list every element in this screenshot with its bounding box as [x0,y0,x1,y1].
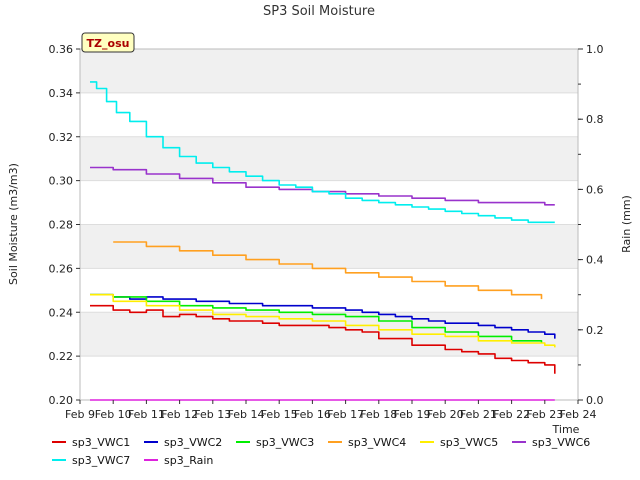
legend-label: sp3_VWC5 [440,436,498,449]
x-tick-label: Feb 16 [294,408,331,421]
series-line-sp3-vwc4 [113,241,543,300]
legend-label: sp3_VWC3 [256,436,314,449]
background-band [80,49,578,93]
y2-tick-label: 0.2 [586,324,604,337]
y2-tick-label: 0.0 [586,394,604,407]
y-tick-label: 0.22 [49,350,74,363]
chart-title: SP3 Soil Moisture [263,4,375,19]
x-tick-label: Feb 20 [427,408,464,421]
legend-label: sp3_VWC1 [72,436,130,449]
legend-item-sp3-vwc4: sp3_VWC4 [328,436,406,449]
legend-item-sp3-vwc7: sp3_VWC7 [52,454,130,467]
x-tick-label: Feb 15 [261,408,298,421]
y-tick-label: 0.30 [49,175,74,188]
legend-item-sp3-vwc2: sp3_VWC2 [144,436,222,449]
legend-label: sp3_VWC4 [348,436,406,449]
x-tick-label: Feb 13 [194,408,231,421]
x-tick-label: Feb 22 [493,408,530,421]
x-tick-label: Feb 10 [95,408,132,421]
y-tick-label: 0.32 [49,131,74,144]
y-tick-label: 0.20 [49,394,74,407]
legend-label: sp3_VWC2 [164,436,222,449]
x-tick-label: Feb 19 [394,408,431,421]
y-tick-label: 0.26 [49,262,74,275]
y2-tick-label: 1.0 [586,43,604,56]
x-tick-label: Feb 17 [327,408,364,421]
background-band [80,312,578,357]
y-tick-label: 0.28 [49,219,74,232]
series-line-sp3-vwc7 [90,81,555,224]
y2-tick-label: 0.6 [586,183,604,196]
y2-tick-label: 0.4 [586,254,604,267]
series-lines [90,81,556,401]
y-axis-ticks: 0.20 0.22 0.24 0.26 0.28 0.30 0.32 0.34 0.36 [49,43,80,407]
legend-item-sp3-rain: sp3_Rain [144,454,213,467]
y-tick-label: 0.24 [49,306,74,319]
y2-tick-label: 0.8 [586,113,604,126]
legend-label: sp3_VWC7 [72,454,130,467]
legend-label: sp3_Rain [164,454,213,467]
x-tick-label: Feb 9 [65,408,95,421]
legend-item-sp3-vwc1: sp3_VWC1 [52,436,130,449]
legend-label: sp3_VWC6 [532,436,590,449]
series-line-sp3-vwc1 [90,304,556,374]
legend-item-sp3-vwc6: sp3_VWC6 [512,436,590,449]
y-tick-label: 0.34 [49,87,74,100]
legend-item-sp3-vwc5: sp3_VWC5 [420,436,498,449]
station-tag: TZ_osu [81,32,135,53]
legend-item-sp3-vwc3: sp3_VWC3 [236,436,314,449]
x-tick-label: Feb 14 [228,408,265,421]
y-axis-label: Soil Moisture (m3/m3) [7,163,20,285]
x-axis-label: Time [552,423,580,436]
x-tick-label: Feb 11 [128,408,165,421]
series-line-sp3-vwc2 [90,293,556,339]
x-tick-label: Feb 12 [161,408,198,421]
y2-axis-label: Rain (mm) [620,195,633,253]
series-line-sp3-vwc5 [90,293,556,348]
x-tick-label: Feb 21 [460,408,497,421]
plot-background-bands [80,49,578,357]
legend: sp3_VWC1 sp3_VWC2 sp3_VWC3 sp3_VWC4 sp3_VWC5… [52,436,590,467]
x-tick-label: Feb 18 [360,408,397,421]
station-tag-text: TZ_osu [87,37,130,50]
x-tick-label: Feb 24 [560,408,597,421]
x-tick-label: Feb 23 [526,408,563,421]
series-line-sp3-vwc3 [90,293,543,343]
y-tick-label: 0.36 [49,43,74,56]
y2-axis-ticks: 0.0 0.2 0.4 0.6 0.8 1.0 [578,43,604,407]
